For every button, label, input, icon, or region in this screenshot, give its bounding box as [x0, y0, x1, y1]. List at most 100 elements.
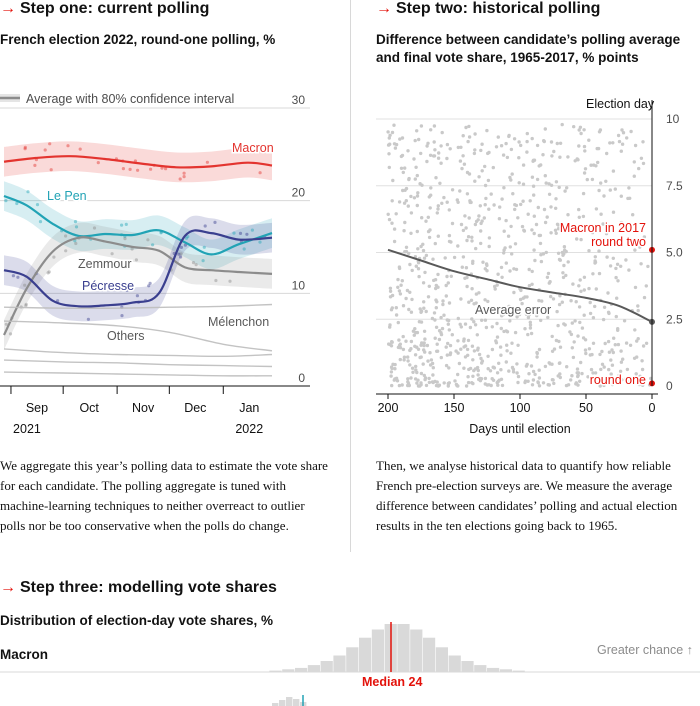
history-dot — [403, 166, 407, 170]
history-dot — [470, 235, 474, 239]
history-dot — [578, 379, 582, 383]
history-dot — [583, 149, 587, 153]
history-dot — [420, 183, 424, 187]
history-dot — [530, 282, 534, 286]
history-dot — [412, 333, 416, 337]
history-dot — [445, 200, 449, 204]
history-dot — [639, 156, 644, 160]
poll-dot — [8, 332, 13, 336]
history-dot — [594, 287, 598, 291]
history-dot — [413, 138, 417, 143]
history-dot — [526, 212, 530, 216]
history-dot — [447, 233, 452, 238]
history-dot — [513, 242, 518, 246]
history-dot — [406, 380, 410, 384]
history-dot — [476, 373, 480, 377]
history-dot — [591, 316, 596, 320]
poll-dot — [214, 278, 218, 283]
history-dot — [444, 283, 448, 288]
history-dot — [461, 154, 465, 158]
history-dot — [477, 214, 481, 218]
history-dot — [619, 264, 623, 268]
history-dot — [575, 157, 579, 161]
confidence-band — [4, 181, 272, 270]
history-dot — [511, 370, 516, 374]
history-dot — [398, 292, 403, 296]
history-dot — [641, 383, 645, 387]
poll-dot — [43, 148, 47, 152]
history-dot — [416, 191, 420, 195]
history-dot — [403, 220, 407, 225]
history-dot — [516, 343, 520, 347]
history-dot — [503, 246, 507, 250]
history-dot — [516, 374, 521, 379]
history-dot — [544, 181, 548, 185]
history-dot — [428, 206, 432, 210]
history-dot — [429, 186, 433, 190]
x-tick-label: 150 — [444, 401, 465, 415]
history-dot — [413, 353, 418, 357]
history-dot — [504, 360, 508, 364]
history-dot — [412, 157, 416, 161]
distribution-bar — [333, 655, 346, 672]
history-dot — [467, 216, 471, 220]
history-dot — [432, 311, 437, 315]
history-dot — [498, 345, 503, 349]
history-dot — [390, 306, 394, 310]
poll-dot — [250, 228, 254, 232]
history-dot — [486, 354, 490, 358]
history-dot — [435, 349, 440, 353]
history-dot — [461, 134, 465, 138]
history-dot — [600, 362, 605, 366]
history-dot — [521, 182, 526, 186]
history-dot — [419, 320, 424, 324]
poll-dot — [179, 245, 183, 249]
history-dot — [441, 302, 445, 307]
history-dot — [394, 306, 398, 310]
history-dot — [499, 368, 503, 372]
history-dot — [593, 371, 598, 375]
historical-dots — [386, 122, 653, 388]
history-dot — [394, 376, 399, 380]
legend-label: Average with 80% confidence interval — [26, 92, 234, 106]
step1-title: → Step one: current polling — [0, 0, 209, 18]
history-dot — [499, 326, 503, 331]
poll-dot — [205, 160, 209, 164]
history-dot — [389, 344, 394, 348]
history-dot — [483, 183, 488, 188]
history-dot — [570, 321, 574, 325]
history-dot — [569, 299, 573, 303]
poll-dot — [120, 314, 124, 318]
poll-dot — [96, 161, 100, 165]
history-dot — [539, 259, 544, 264]
history-dot — [620, 378, 624, 382]
history-dot — [527, 372, 531, 376]
history-dot — [446, 322, 450, 326]
history-dot — [483, 298, 487, 302]
history-dot — [640, 367, 645, 372]
history-dot — [496, 311, 501, 315]
history-dot — [561, 271, 565, 275]
history-dot — [539, 318, 543, 323]
history-dot — [400, 136, 405, 140]
history-dot — [621, 357, 625, 361]
history-dot — [480, 318, 484, 322]
history-dot — [487, 244, 491, 249]
poll-dot — [74, 225, 79, 229]
x-tick-label: 100 — [510, 401, 531, 415]
history-dot — [436, 285, 440, 289]
history-dot — [432, 124, 437, 128]
history-dot — [408, 363, 412, 367]
history-dot — [575, 367, 580, 371]
history-dot — [565, 186, 569, 190]
step1-title-text: Step one: current polling — [20, 0, 210, 17]
history-dot — [579, 360, 583, 365]
history-dot — [543, 364, 548, 369]
poll-dot — [86, 317, 90, 321]
poll-dot — [127, 287, 131, 292]
x-tick-label: Sep — [26, 401, 48, 415]
history-dot — [571, 282, 575, 286]
history-dot — [577, 144, 581, 148]
history-dot — [439, 144, 443, 148]
history-dot — [533, 258, 537, 263]
